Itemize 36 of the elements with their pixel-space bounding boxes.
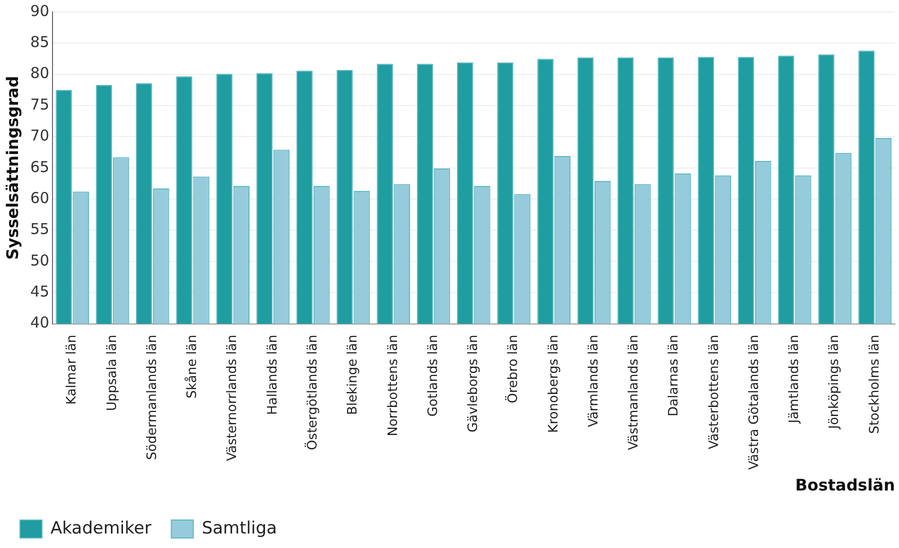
x-tick-label: Värmlands län	[586, 334, 602, 428]
x-tick-label: Örebro län	[505, 334, 522, 404]
legend-label: Samtliga	[202, 518, 277, 538]
y-tick-label: 90	[30, 2, 50, 20]
x-tick-label: Jämtlands län	[787, 334, 802, 424]
y-tick-label: 55	[30, 220, 50, 238]
y-tick-label: 85	[30, 33, 50, 52]
y-tick-label: 50	[30, 251, 50, 270]
x-tick-label: Dalarnas län	[666, 334, 682, 416]
x-tick-label: Västernorrlands län	[225, 334, 240, 462]
x-tick-label: Gotlands län	[426, 334, 441, 417]
legend-label: Akademiker	[50, 518, 152, 538]
x-tick-label: Västmanlands län	[626, 334, 642, 450]
x-tick-label: Norrbottens län	[386, 334, 401, 436]
y-tick-label: 75	[30, 95, 50, 114]
y-tick-label: 65	[30, 158, 50, 176]
y-tick-label: 70	[30, 126, 50, 145]
x-tick-label: Blekinge län	[346, 334, 361, 415]
y-tick-label: 60	[30, 188, 50, 207]
y-axis-title: Sysselsättningsgrad	[2, 76, 22, 260]
y-tick-label: 80	[30, 64, 50, 82]
x-tick-label: Skåne län	[184, 334, 200, 398]
x-tick-label: Kronobergs län	[546, 334, 562, 433]
y-tick-label: 45	[30, 282, 50, 300]
x-tick-label: Södermanlands län	[144, 334, 160, 460]
x-tick-label: Västerbottens län	[706, 334, 722, 450]
x-tick-label: Gävleborgs län	[466, 334, 482, 432]
x-tick-label: Uppsala län	[104, 334, 120, 412]
x-tick-label: Jönköpings län	[827, 334, 842, 430]
x-axis-title: Bostadslän	[795, 476, 895, 495]
x-tick-label: Hallands län	[265, 334, 280, 415]
x-tick-label: Västra Götalands län	[746, 334, 762, 470]
x-tick-label: Kalmar län	[64, 334, 80, 405]
x-tick-label: Östergötlands län	[304, 334, 320, 450]
x-tick-label: Stockholms län	[867, 334, 882, 434]
y-tick-label: 40	[30, 314, 50, 332]
